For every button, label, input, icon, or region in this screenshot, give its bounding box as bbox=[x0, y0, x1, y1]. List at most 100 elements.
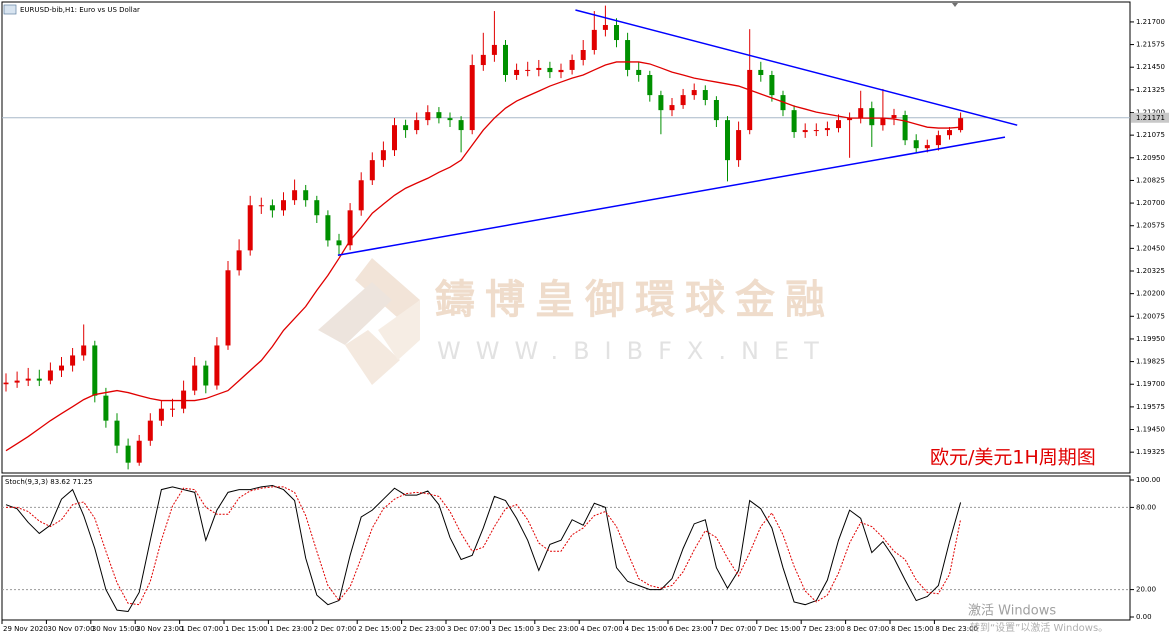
candle-body bbox=[769, 75, 775, 96]
candle-body bbox=[336, 240, 342, 246]
candle-body bbox=[625, 40, 631, 70]
watermark-logo bbox=[318, 258, 420, 385]
candle-body bbox=[791, 110, 797, 133]
x-tick-label: 8 Dec 07:00 bbox=[847, 625, 890, 633]
candle-body bbox=[891, 115, 897, 119]
candle-body bbox=[525, 69, 531, 71]
y-tick-label: 1.21200 bbox=[1136, 109, 1165, 117]
candle-body bbox=[680, 95, 686, 106]
candle-body bbox=[47, 370, 53, 381]
y-tick-label: 1.21325 bbox=[1136, 86, 1165, 94]
candle-body bbox=[269, 205, 275, 211]
candle-body bbox=[125, 445, 131, 463]
candle-body bbox=[824, 128, 830, 131]
candle-body bbox=[380, 150, 386, 161]
candle-body bbox=[836, 120, 841, 129]
candle-body bbox=[181, 390, 187, 409]
candle-body bbox=[247, 205, 253, 251]
trendline bbox=[337, 136, 1006, 256]
candle-body bbox=[25, 378, 31, 381]
logo-shape bbox=[345, 330, 400, 385]
candle-body bbox=[70, 355, 76, 366]
candle-body bbox=[935, 135, 941, 146]
candle-body bbox=[436, 112, 442, 119]
candle-body bbox=[725, 120, 730, 161]
y-tick-label: 1.20825 bbox=[1136, 176, 1165, 184]
candle-body bbox=[924, 145, 930, 149]
y-tick-label: 1.19450 bbox=[1136, 426, 1165, 434]
logo-shape bbox=[378, 300, 420, 360]
main-panel-frame bbox=[1, 1, 1131, 474]
candle-body bbox=[92, 345, 98, 396]
candle-body bbox=[36, 378, 42, 381]
x-tick-label: 7 Dec 07:00 bbox=[713, 625, 756, 633]
candle-body bbox=[547, 67, 553, 73]
candle-body bbox=[403, 125, 409, 131]
current-price-label: 1.21171 bbox=[1136, 114, 1165, 122]
stoch-title: Stoch(9,3,3) 83.62 71.25 bbox=[5, 478, 93, 486]
candle-body bbox=[802, 130, 808, 133]
moving-average bbox=[5, 61, 961, 452]
watermark-brand: 鑄博皇御環球金融 bbox=[434, 277, 835, 323]
x-tick-label: 2 Dec 07:00 bbox=[314, 625, 357, 633]
y-tick-label: 1.21575 bbox=[1136, 41, 1165, 49]
candle-body bbox=[947, 130, 952, 136]
candle-body bbox=[647, 75, 653, 96]
candle-body bbox=[369, 160, 375, 181]
candle-body bbox=[669, 105, 675, 111]
logo-shape bbox=[318, 282, 392, 345]
y-tick-label: 1.19700 bbox=[1136, 380, 1165, 388]
candle-body bbox=[392, 125, 397, 151]
candle-body bbox=[325, 215, 331, 241]
windows-notice-title: 激活 Windows bbox=[968, 604, 1056, 619]
x-tick-label: 30 Nov 15:00 bbox=[92, 625, 139, 633]
candle-body bbox=[203, 365, 209, 386]
candle-body bbox=[480, 54, 486, 66]
candle-body bbox=[736, 130, 742, 161]
stoch-line bbox=[5, 484, 962, 613]
candle-body bbox=[813, 130, 819, 132]
windows-notice-hint: 转到“设置”以激活 Windows。 bbox=[970, 621, 1108, 634]
candle-body bbox=[59, 365, 64, 371]
candle-body bbox=[858, 108, 864, 119]
x-tick-label: 4 Dec 07:00 bbox=[580, 625, 623, 633]
annotation: 欧元/美元1H周期图 bbox=[930, 447, 1096, 469]
x-tick-label: 2 Dec 23:00 bbox=[403, 625, 446, 633]
x-tick-label: 3 Dec 15:00 bbox=[491, 625, 534, 633]
x-tick-label: 3 Dec 23:00 bbox=[536, 625, 579, 633]
y-tick-label: 1.20950 bbox=[1136, 154, 1165, 162]
x-tick-label: 1 Dec 23:00 bbox=[269, 625, 312, 633]
current-price-box bbox=[1131, 112, 1169, 123]
y-tick-label: 1.20200 bbox=[1136, 290, 1165, 298]
candle-body bbox=[503, 44, 508, 76]
x-tick-label: 2 Dec 15:00 bbox=[358, 625, 401, 633]
x-tick-label: 1 Dec 07:00 bbox=[181, 625, 224, 633]
candle-body bbox=[103, 395, 109, 421]
candle-body bbox=[136, 440, 142, 463]
candle-body bbox=[591, 29, 597, 51]
candle-body bbox=[414, 120, 420, 131]
y-tick-label: 1.21075 bbox=[1136, 131, 1165, 139]
candle-body bbox=[147, 420, 153, 441]
y-tick-label: 1.19325 bbox=[1136, 448, 1165, 456]
candle-body bbox=[658, 95, 664, 111]
x-tick-label: 30 Nov 23:00 bbox=[136, 625, 183, 633]
y-tick-label: 1.20075 bbox=[1136, 312, 1165, 320]
watermark-site: WWW.BIBFX.NET bbox=[437, 337, 834, 365]
y-tick-label: 1.19950 bbox=[1136, 335, 1165, 343]
candle-body bbox=[425, 112, 431, 121]
candle-body bbox=[258, 205, 264, 207]
y-tick-label: 0.00 bbox=[1136, 613, 1152, 621]
x-tick-label: 8 Dec 23:00 bbox=[935, 625, 978, 633]
y-tick-label: 1.19825 bbox=[1136, 358, 1165, 366]
y-tick-label: 1.20325 bbox=[1136, 267, 1165, 275]
candle-body bbox=[614, 25, 619, 41]
y-tick-label: 1.19575 bbox=[1136, 403, 1165, 411]
candle-body bbox=[225, 270, 231, 346]
candle-body bbox=[958, 118, 964, 131]
note-background bbox=[928, 444, 1128, 471]
